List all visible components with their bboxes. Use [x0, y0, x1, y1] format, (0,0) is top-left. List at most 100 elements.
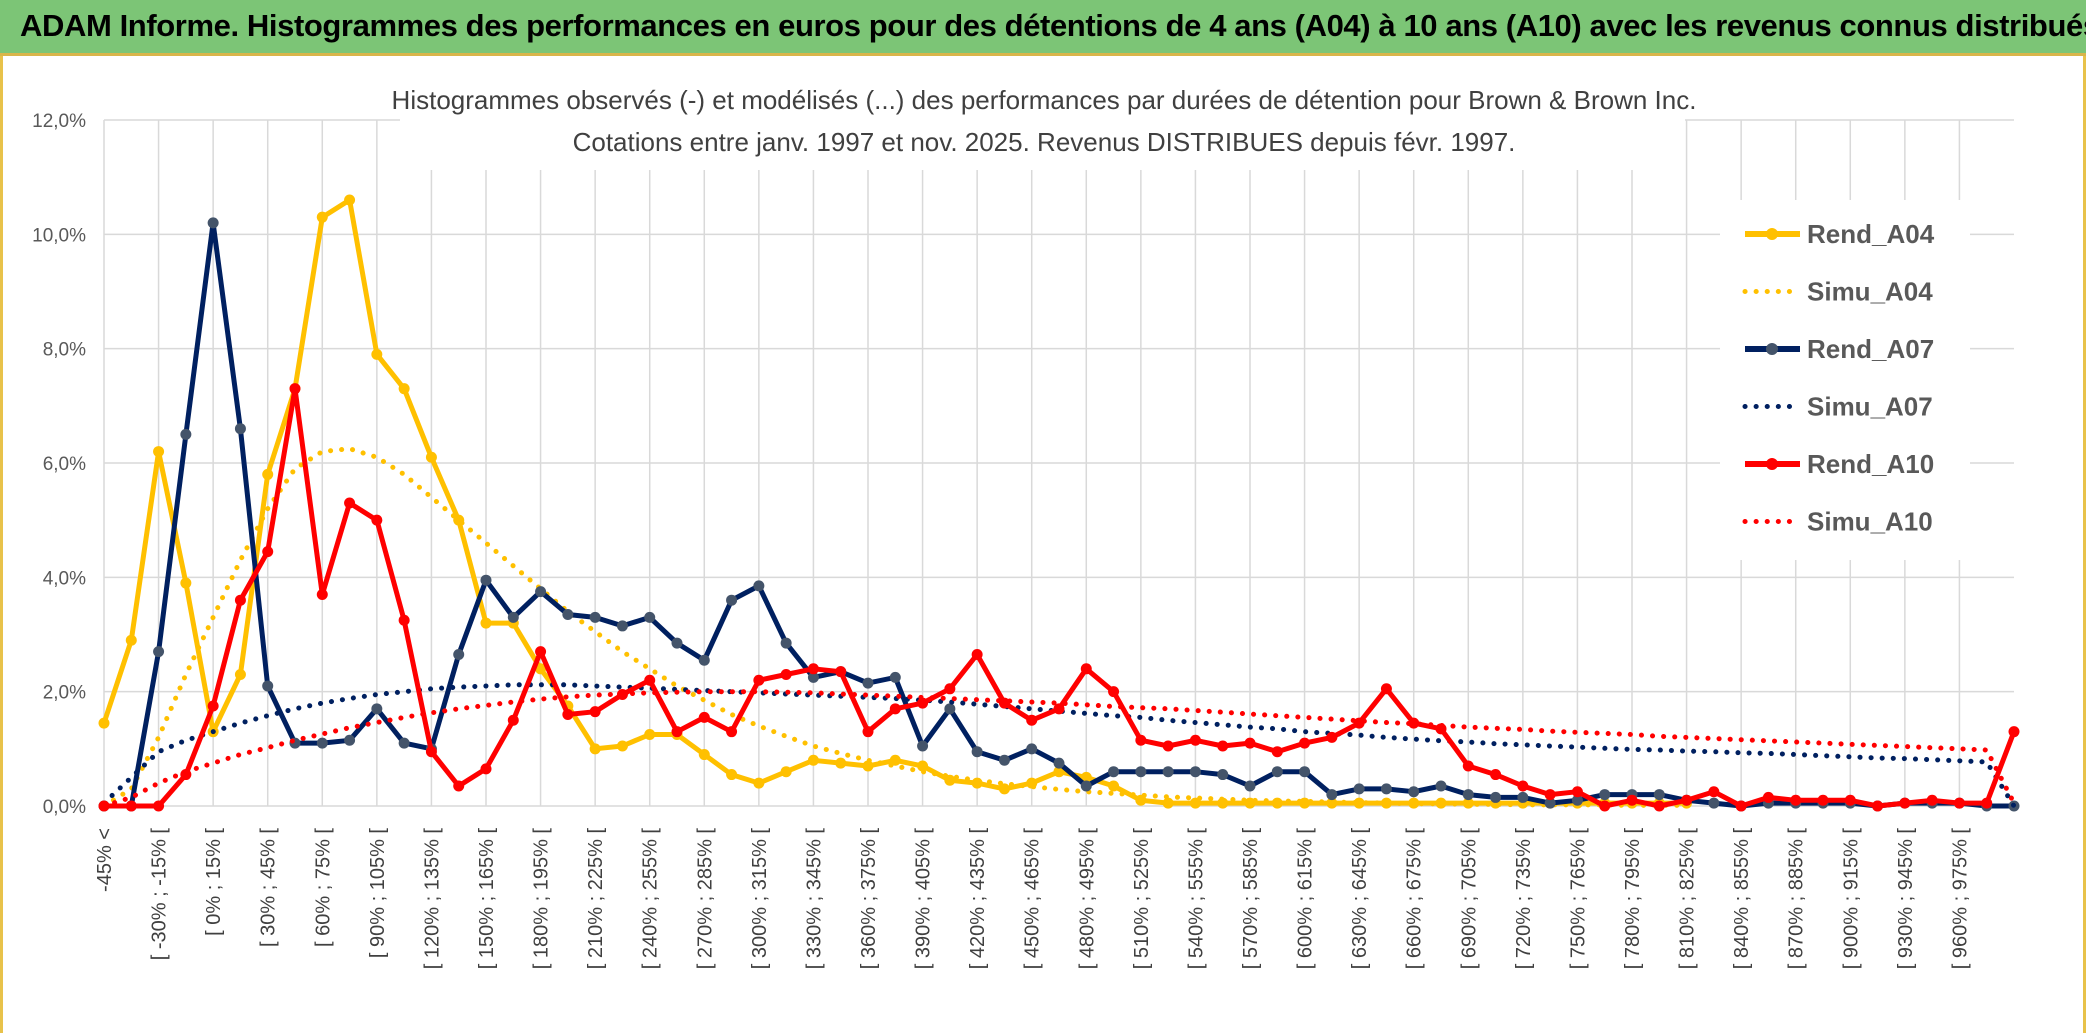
data-point-rend-a07	[589, 611, 601, 623]
data-point-rend-a10	[698, 711, 710, 723]
data-point-rend-a07	[507, 611, 519, 623]
data-point-rend-a10	[1244, 737, 1256, 749]
data-point-rend-a10	[589, 706, 601, 718]
data-point-rend-a07	[753, 580, 765, 592]
y-tick-label: 6,0%	[43, 454, 86, 475]
data-point-rend-a10	[344, 497, 356, 509]
data-point-rend-a04	[371, 348, 383, 360]
data-point-rend-a07	[1408, 786, 1420, 798]
y-axis: 0,0% 2,0% 4,0% 6,0% 8,0% 10,0% 12,0%	[32, 111, 86, 818]
legend-marker	[1766, 343, 1778, 355]
data-point-rend-a10	[562, 709, 574, 721]
data-point-rend-a10	[1189, 734, 1201, 746]
data-point-rend-a07	[1217, 769, 1229, 781]
data-point-rend-a04	[726, 769, 738, 781]
data-point-rend-a04	[180, 577, 192, 589]
legend-label-simu-a07: Simu_A07	[1807, 392, 1933, 422]
data-point-rend-a10	[480, 763, 492, 775]
data-point-rend-a10	[1926, 794, 1938, 806]
y-tick-label: 10,0%	[32, 225, 86, 246]
legend-marker	[1766, 228, 1778, 240]
data-point-rend-a04	[1189, 797, 1201, 809]
data-point-rend-a07	[1244, 780, 1256, 792]
data-point-rend-a07	[1490, 791, 1502, 803]
data-point-rend-a04	[1080, 771, 1092, 783]
data-point-rend-a04	[535, 663, 547, 675]
x-tick-label: [ 750% ; 765% [	[1567, 828, 1589, 970]
data-point-rend-a04	[644, 729, 656, 741]
data-point-rend-a10	[180, 769, 192, 781]
data-point-rend-a10	[1981, 797, 1993, 809]
legend: Rend_A04 Simu_A04 Rend_A07 Simu_A07 Rend_A10…	[1742, 219, 1935, 537]
x-tick-label: [ 30% ; 45% [	[258, 828, 280, 947]
data-point-rend-a10	[1872, 800, 1884, 812]
data-point-rend-a10	[398, 614, 410, 626]
chart-subtitle: Cotations entre janv. 1997 et nov. 2025.…	[573, 127, 1516, 157]
data-point-rend-a10	[1462, 760, 1474, 772]
data-point-rend-a07	[480, 574, 492, 586]
data-point-rend-a10	[917, 697, 929, 709]
data-point-rend-a10	[207, 700, 219, 712]
x-tick-label: [ 330% ; 345% [	[803, 828, 825, 970]
data-point-rend-a10	[1571, 786, 1583, 798]
data-point-rend-a04	[480, 617, 492, 629]
data-point-rend-a07	[1326, 789, 1338, 801]
data-point-rend-a04	[1353, 797, 1365, 809]
data-point-rend-a07	[780, 637, 792, 649]
data-point-rend-a07	[1380, 783, 1392, 795]
legend-label-rend-a07: Rend_A07	[1807, 334, 1934, 364]
data-point-rend-a07	[944, 703, 956, 715]
data-point-rend-a07	[1026, 743, 1038, 755]
data-point-rend-a07	[1544, 797, 1556, 809]
data-point-rend-a10	[671, 726, 683, 738]
x-tick-label: [ 150% ; 165% [	[476, 828, 498, 970]
legend-label-rend-a10: Rend_A10	[1807, 449, 1934, 479]
data-point-rend-a10	[1162, 740, 1174, 752]
data-point-rend-a04	[998, 783, 1010, 795]
data-point-rend-a04	[944, 774, 956, 786]
x-tick-label: [ 450% ; 465% [	[1022, 828, 1044, 970]
data-point-rend-a04	[616, 740, 628, 752]
data-point-rend-a10	[234, 594, 246, 606]
x-tick-label: [ 900% ; 915% [	[1840, 828, 1862, 970]
x-tick-label: [ 180% ; 195% [	[531, 828, 553, 970]
x-tick-label: [ 540% ; 555% [	[1185, 828, 1207, 970]
data-point-rend-a04	[262, 468, 274, 480]
data-point-rend-a10	[1299, 737, 1311, 749]
x-tick-label: [ 90% ; 105% [	[367, 828, 389, 959]
y-tick-label: 8,0%	[43, 340, 86, 361]
data-point-rend-a10	[262, 546, 274, 558]
data-point-rend-a10	[644, 674, 656, 686]
data-point-rend-a04	[153, 446, 165, 458]
data-point-rend-a07	[671, 637, 683, 649]
data-point-rend-a10	[1380, 683, 1392, 695]
data-point-rend-a07	[1053, 757, 1065, 769]
x-tick-label: [ 810% ; 825% [	[1677, 828, 1699, 970]
x-tick-label: [ 390% ; 405% [	[913, 828, 935, 970]
data-point-rend-a07	[1653, 789, 1665, 801]
data-point-rend-a04	[125, 634, 137, 646]
legend-label-simu-a04: Simu_A04	[1807, 277, 1933, 307]
data-point-rend-a10	[1271, 746, 1283, 758]
series-line-simu-a04	[101, 446, 1690, 809]
data-point-rend-a10	[1899, 797, 1911, 809]
data-point-rend-a04	[1162, 797, 1174, 809]
x-tick-label: [ 840% ; 855% [	[1731, 828, 1753, 970]
x-tick-label: [ 660% ; 675% [	[1404, 828, 1426, 970]
data-point-rend-a04	[425, 451, 437, 463]
data-point-rend-a10	[1026, 714, 1038, 726]
x-tick-label: [ 630% ; 645% [	[1349, 828, 1371, 970]
chart-title: Histogrammes observés (-) et modélisés (…	[392, 85, 1697, 115]
x-tick-label: [ 300% ; 315% [	[749, 828, 771, 970]
data-point-rend-a10	[1762, 791, 1774, 803]
data-point-rend-a10	[1053, 703, 1065, 715]
data-point-rend-a07	[807, 671, 819, 683]
x-tick-label: [ 570% ; 585% [	[1240, 828, 1262, 970]
x-tick-label: [ 360% ; 375% [	[858, 828, 880, 970]
data-point-rend-a10	[153, 800, 165, 812]
data-point-rend-a07	[698, 654, 710, 666]
data-point-rend-a07	[153, 646, 165, 658]
data-point-rend-a07	[998, 754, 1010, 766]
data-point-rend-a04	[862, 760, 874, 772]
data-point-rend-a10	[1735, 800, 1747, 812]
